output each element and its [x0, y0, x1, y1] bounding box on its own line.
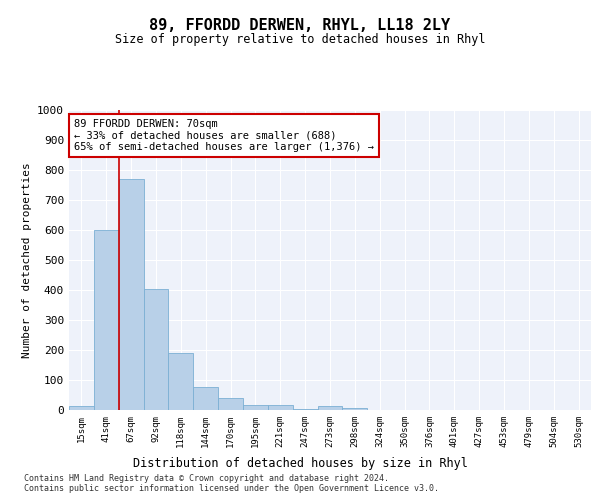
Bar	[293, 408, 317, 410]
Bar	[69, 406, 94, 410]
Bar	[94, 230, 119, 410]
Bar	[317, 406, 343, 410]
Bar	[218, 398, 243, 410]
Bar	[343, 408, 367, 410]
Bar	[268, 405, 293, 410]
Bar	[243, 404, 268, 410]
Bar	[193, 387, 218, 410]
Text: 89, FFORDD DERWEN, RHYL, LL18 2LY: 89, FFORDD DERWEN, RHYL, LL18 2LY	[149, 18, 451, 32]
Text: Size of property relative to detached houses in Rhyl: Size of property relative to detached ho…	[115, 32, 485, 46]
Y-axis label: Number of detached properties: Number of detached properties	[22, 162, 32, 358]
Text: Distribution of detached houses by size in Rhyl: Distribution of detached houses by size …	[133, 458, 467, 470]
Text: 89 FFORDD DERWEN: 70sqm
← 33% of detached houses are smaller (688)
65% of semi-d: 89 FFORDD DERWEN: 70sqm ← 33% of detache…	[74, 119, 374, 152]
Text: Contains public sector information licensed under the Open Government Licence v3: Contains public sector information licen…	[24, 484, 439, 493]
Text: Contains HM Land Registry data © Crown copyright and database right 2024.: Contains HM Land Registry data © Crown c…	[24, 474, 389, 483]
Bar	[143, 288, 169, 410]
Bar	[169, 353, 193, 410]
Bar	[119, 179, 143, 410]
